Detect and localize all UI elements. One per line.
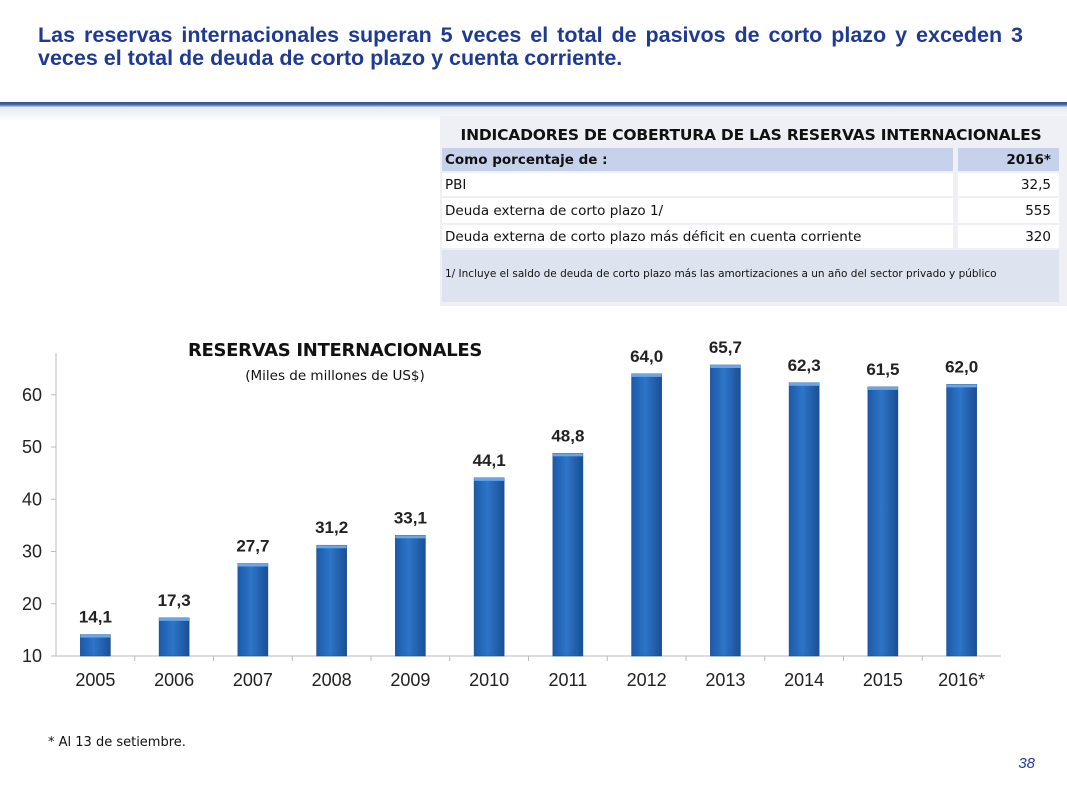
bar-highlight	[789, 382, 820, 386]
bar-highlight	[552, 453, 583, 457]
table-row-label: Deuda externa de corto plazo más déficit…	[445, 228, 862, 245]
table-title: INDICADORES DE COBERTURA DE LAS RESERVAS…	[460, 126, 1042, 144]
bar-2016*	[946, 384, 977, 657]
table-footnote: 1/ Incluye el saldo de deuda de corto pl…	[445, 268, 997, 280]
table-row: Deuda externa de corto plazo 1/ 555	[442, 198, 1059, 223]
table-row: Deuda externa de corto plazo más déficit…	[442, 225, 1059, 248]
x-tick-label: 2015	[863, 670, 903, 690]
table-row-label: PBI	[445, 176, 467, 193]
bar-2013	[710, 364, 741, 657]
bar-2011	[552, 453, 584, 657]
bar-highlight	[631, 373, 662, 377]
table-header-row: Como porcentaje de : 2016*	[442, 148, 1059, 171]
x-tick-label: 2008	[312, 670, 352, 690]
bar-highlight	[237, 563, 268, 567]
data-label: 14,1	[79, 608, 112, 627]
bar-2014	[788, 382, 820, 657]
x-tick-label: 2012	[627, 670, 667, 690]
bar-highlight	[710, 365, 741, 369]
y-tick-label: 20	[22, 594, 42, 614]
bar-2012	[631, 373, 662, 657]
table-row-value: 320	[1025, 228, 1051, 245]
table-row: PBI 32,5	[442, 173, 1059, 196]
bar-2005	[80, 634, 111, 657]
bar-highlight	[80, 634, 111, 638]
x-tick-label: 2016*	[938, 670, 985, 690]
slide-headline: Las reservas internacionales superan 5 v…	[38, 23, 1023, 70]
data-label: 62,0	[945, 357, 978, 376]
data-label: 61,5	[866, 360, 899, 379]
data-label: 64,0	[630, 347, 663, 366]
y-tick-label: 50	[22, 437, 42, 457]
bar-2008	[316, 544, 347, 657]
bar-2009	[395, 535, 426, 657]
x-tick-label: 2014	[784, 670, 824, 690]
x-tick-label: 2006	[154, 670, 194, 690]
bar-highlight	[395, 535, 426, 539]
header-divider	[0, 102, 1067, 107]
data-label: 27,7	[236, 537, 269, 556]
y-tick-label: 40	[22, 489, 42, 509]
x-tick-label: 2013	[705, 670, 745, 690]
bar-2010	[473, 477, 505, 657]
table-row-value: 32,5	[1020, 176, 1051, 193]
x-tick-label: 2007	[233, 670, 273, 690]
bar-highlight	[867, 386, 898, 390]
data-label: 17,3	[158, 591, 191, 610]
data-label: 31,2	[315, 518, 348, 537]
data-label: 33,1	[394, 508, 427, 527]
y-tick-label: 60	[22, 385, 42, 405]
x-tick-label: 2011	[549, 670, 588, 690]
table-row-value: 555	[1025, 202, 1051, 219]
coverage-indicators-table: INDICADORES DE COBERTURA DE LAS RESERVAS…	[440, 116, 1067, 306]
table-row-label: Deuda externa de corto plazo 1/	[445, 202, 664, 219]
chart-title: RESERVAS INTERNACIONALES	[187, 340, 483, 361]
x-tick-label: 2009	[390, 670, 430, 690]
bar-highlight	[946, 384, 977, 388]
bar-2015	[867, 386, 899, 657]
bar-highlight	[159, 617, 190, 621]
data-label: 48,8	[551, 426, 584, 445]
table-header-label: Como porcentaje de :	[445, 151, 608, 168]
data-label: 65,7	[709, 338, 742, 357]
page-number: 38	[1018, 755, 1035, 772]
x-tick-label: 2010	[469, 670, 509, 690]
data-label: 62,3	[788, 356, 821, 375]
data-label: 44,1	[473, 451, 506, 470]
y-tick-label: 10	[22, 646, 42, 666]
table-header-year: 2016*	[1006, 151, 1051, 168]
reserves-bar-chart: 10 20 30 40 50 60 2005 14,1 2006 17,3 2007 27,7 2008…	[22, 338, 1001, 690]
x-tick-label: 2005	[75, 670, 115, 690]
bar-2007	[237, 563, 269, 657]
table-footnote-row: 1/ Incluye el saldo de deuda de corto pl…	[442, 250, 1059, 302]
bar-2006	[158, 617, 190, 657]
chart-subtitle: (Miles de millones de US$)	[245, 368, 425, 384]
bar-highlight	[474, 477, 505, 481]
y-tick-label: 30	[22, 542, 42, 562]
bar-highlight	[316, 545, 347, 549]
footnote-date: * Al 13 de setiembre.	[48, 735, 186, 750]
